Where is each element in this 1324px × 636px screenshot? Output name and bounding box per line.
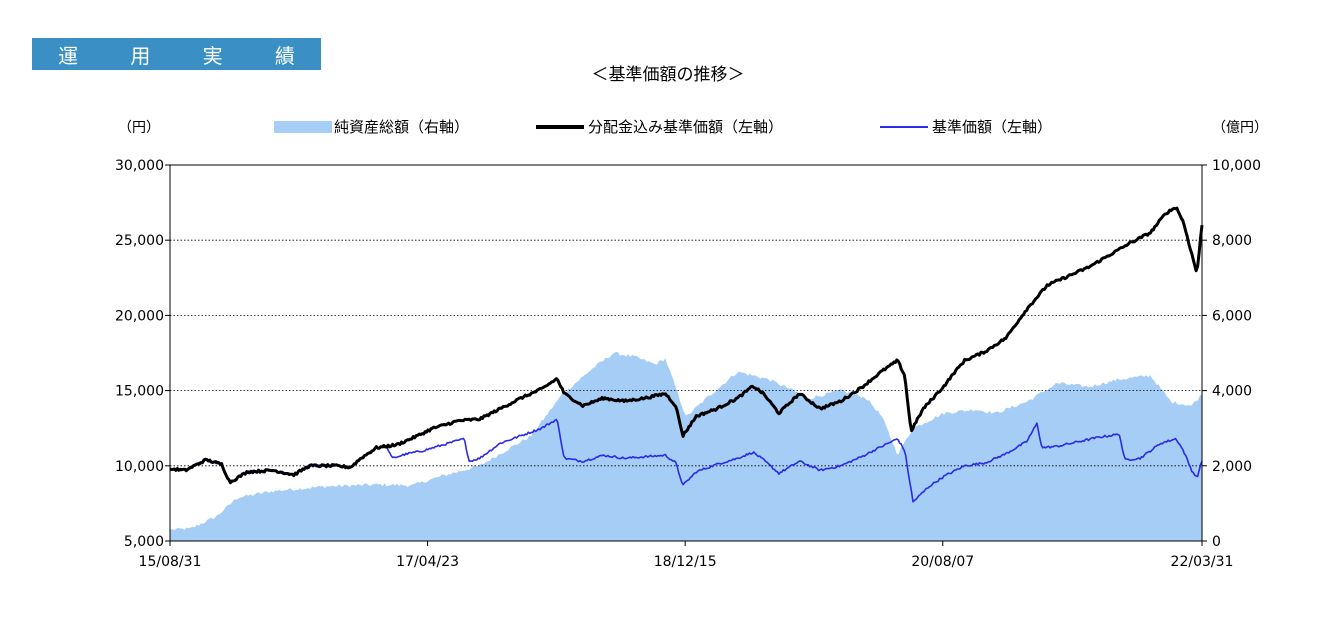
plot-frame — [169, 164, 1203, 542]
series-net-assets-area — [170, 351, 1202, 541]
legend-label-nav-with-dividends: 分配金込み基準価額（左軸） — [588, 118, 783, 136]
x-tick-label: 15/08/31 — [139, 554, 202, 570]
left-tick-label: 30,000 — [115, 158, 164, 174]
series-nav-with-dividends-line — [169, 206, 1204, 485]
x-tick-label: 20/08/07 — [911, 554, 974, 570]
legend-label-net-assets: 純資産総額（右軸） — [334, 118, 469, 136]
right-tick-label: 6,000 — [1212, 308, 1252, 324]
section-tab-char-3: 実 — [202, 43, 223, 68]
legend-swatch-net-assets — [274, 121, 332, 133]
x-tick-label: 22/03/31 — [1171, 554, 1234, 570]
chart-title: ＜基準価額の推移＞ — [592, 65, 745, 85]
right-tick-label: 2,000 — [1212, 459, 1252, 475]
right-axis-unit: （億円） — [1212, 120, 1268, 136]
section-tab-performance: 運 用 実 績 — [32, 38, 321, 70]
left-tick-label: 20,000 — [115, 308, 164, 324]
legend-label-nav: 基準価額（左軸） — [932, 118, 1052, 136]
section-tab-char-1: 運 — [58, 43, 79, 68]
right-tick-label: 8,000 — [1212, 233, 1252, 249]
x-tick-label: 17/04/23 — [396, 554, 459, 570]
left-tick-label: 10,000 — [115, 459, 164, 475]
right-tick-label: 0 — [1212, 534, 1221, 550]
left-tick-label: 5,000 — [124, 534, 164, 550]
legend: 純資産総額（右軸） 分配金込み基準価額（左軸） 基準価額（左軸） — [274, 118, 1052, 136]
left-tick-label: 15,000 — [115, 384, 164, 400]
right-tick-label: 10,000 — [1212, 158, 1261, 174]
section-tab-char-2: 用 — [130, 43, 151, 68]
right-tick-label: 4,000 — [1212, 384, 1252, 400]
x-tick-label: 18/12/15 — [654, 554, 717, 570]
section-tab-char-4: 績 — [274, 43, 295, 68]
left-tick-label: 25,000 — [115, 233, 164, 249]
left-axis-unit: （円） — [118, 120, 160, 136]
